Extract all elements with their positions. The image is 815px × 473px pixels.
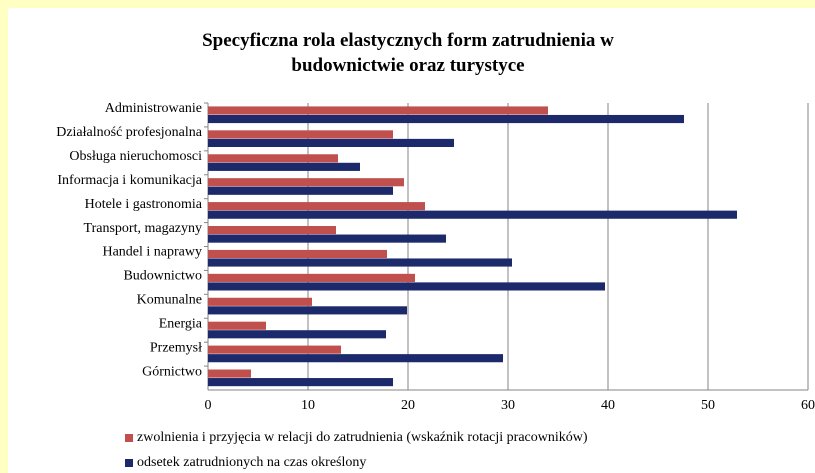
bar — [208, 210, 737, 219]
y-tick-label: Górnictwo — [142, 364, 202, 379]
bar — [208, 354, 503, 363]
bar — [208, 186, 393, 195]
bar — [208, 345, 341, 354]
y-tick-label: Handel i naprawy — [102, 245, 202, 260]
y-tick-label: Energia — [159, 316, 203, 331]
bar — [208, 330, 386, 339]
x-tick-label: 50 — [701, 398, 715, 413]
bar — [208, 369, 251, 378]
chart-title: Specyficzna rola elastycznych form zatru… — [202, 30, 614, 76]
x-tick-label: 0 — [205, 398, 212, 413]
x-tick-label: 30 — [501, 398, 515, 413]
legend-swatch — [125, 434, 133, 442]
bar — [208, 178, 404, 187]
bar — [208, 273, 415, 282]
y-tick-label: Działalność profesjonalna — [56, 125, 203, 140]
y-tick-label: Obsługa nieruchomosci — [69, 149, 202, 164]
bar — [208, 114, 684, 124]
bar — [208, 226, 336, 235]
bar — [208, 234, 446, 243]
bar — [208, 306, 407, 315]
bar — [208, 258, 512, 267]
legend-label: zwolnienia i przyjęcia w relacji do zatr… — [137, 430, 588, 445]
y-tick-label: Administrowanie — [105, 101, 202, 116]
y-tick-label: Budownictwo — [123, 269, 202, 284]
bar — [208, 154, 338, 163]
bar — [208, 106, 548, 115]
bar — [208, 321, 266, 330]
y-tick-label: Informacja i komunikacja — [57, 173, 202, 188]
x-tick-label: 60 — [801, 398, 815, 413]
y-tick-label: Komunalne — [137, 293, 202, 308]
bar — [208, 202, 425, 211]
x-tick-label: 20 — [401, 398, 415, 413]
bar — [208, 130, 393, 139]
bar — [208, 162, 360, 171]
x-tick-label: 40 — [601, 398, 615, 413]
legend-label: odsetek zatrudnionych na czas określony — [137, 455, 366, 470]
y-tick-label: Transport, magazyny — [84, 221, 202, 236]
bar — [208, 138, 454, 148]
bar — [208, 297, 312, 306]
y-tick-label: Przemysł — [150, 340, 202, 355]
bar — [208, 282, 605, 291]
legend-swatch — [125, 459, 133, 467]
y-tick-label: Hotele i gastronomia — [85, 197, 203, 212]
bar — [208, 249, 387, 259]
bar — [208, 378, 393, 387]
x-tick-label: 10 — [301, 398, 315, 413]
